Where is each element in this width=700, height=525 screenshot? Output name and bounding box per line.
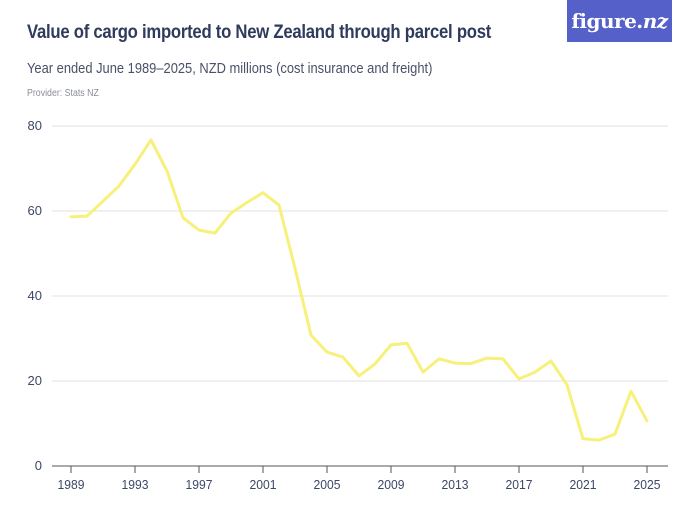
x-tick-label: 2009: [378, 478, 405, 492]
y-tick-label: 60: [28, 203, 42, 218]
gridlines: [52, 125, 668, 382]
x-tick-label: 2001: [250, 478, 277, 492]
y-tick-label: 20: [28, 373, 42, 388]
x-tick-label: 2021: [570, 478, 597, 492]
y-tick-label: 80: [28, 118, 42, 133]
x-tick-label: 2005: [314, 478, 341, 492]
data-line: [69, 138, 649, 442]
y-tick-label: 0: [35, 458, 42, 473]
figure-nz-logo[interactable]: figure. nz: [567, 0, 672, 42]
y-axis-labels: 0 20 40 60 80: [28, 118, 42, 473]
x-axis: 1989 1993 1997 2001 2005 2009 2013 2017 2021 2025: [52, 465, 668, 492]
x-tick-label: 1993: [122, 478, 149, 492]
x-tick-label: 2025: [634, 478, 661, 492]
x-tick-label: 1997: [186, 478, 213, 492]
provider-label: Provider: Stats NZ: [27, 88, 99, 99]
chart-title: Value of cargo imported to New Zealand t…: [27, 22, 492, 43]
x-tick-label: 1989: [58, 478, 85, 492]
x-tick-label: 2013: [442, 478, 469, 492]
logo-text: figure.: [571, 9, 643, 33]
chart-subtitle: Year ended June 1989–2025, NZD millions …: [27, 60, 433, 77]
y-tick-label: 40: [28, 288, 42, 303]
x-tick-label: 2017: [506, 478, 533, 492]
logo-text-nz: nz: [642, 9, 668, 33]
